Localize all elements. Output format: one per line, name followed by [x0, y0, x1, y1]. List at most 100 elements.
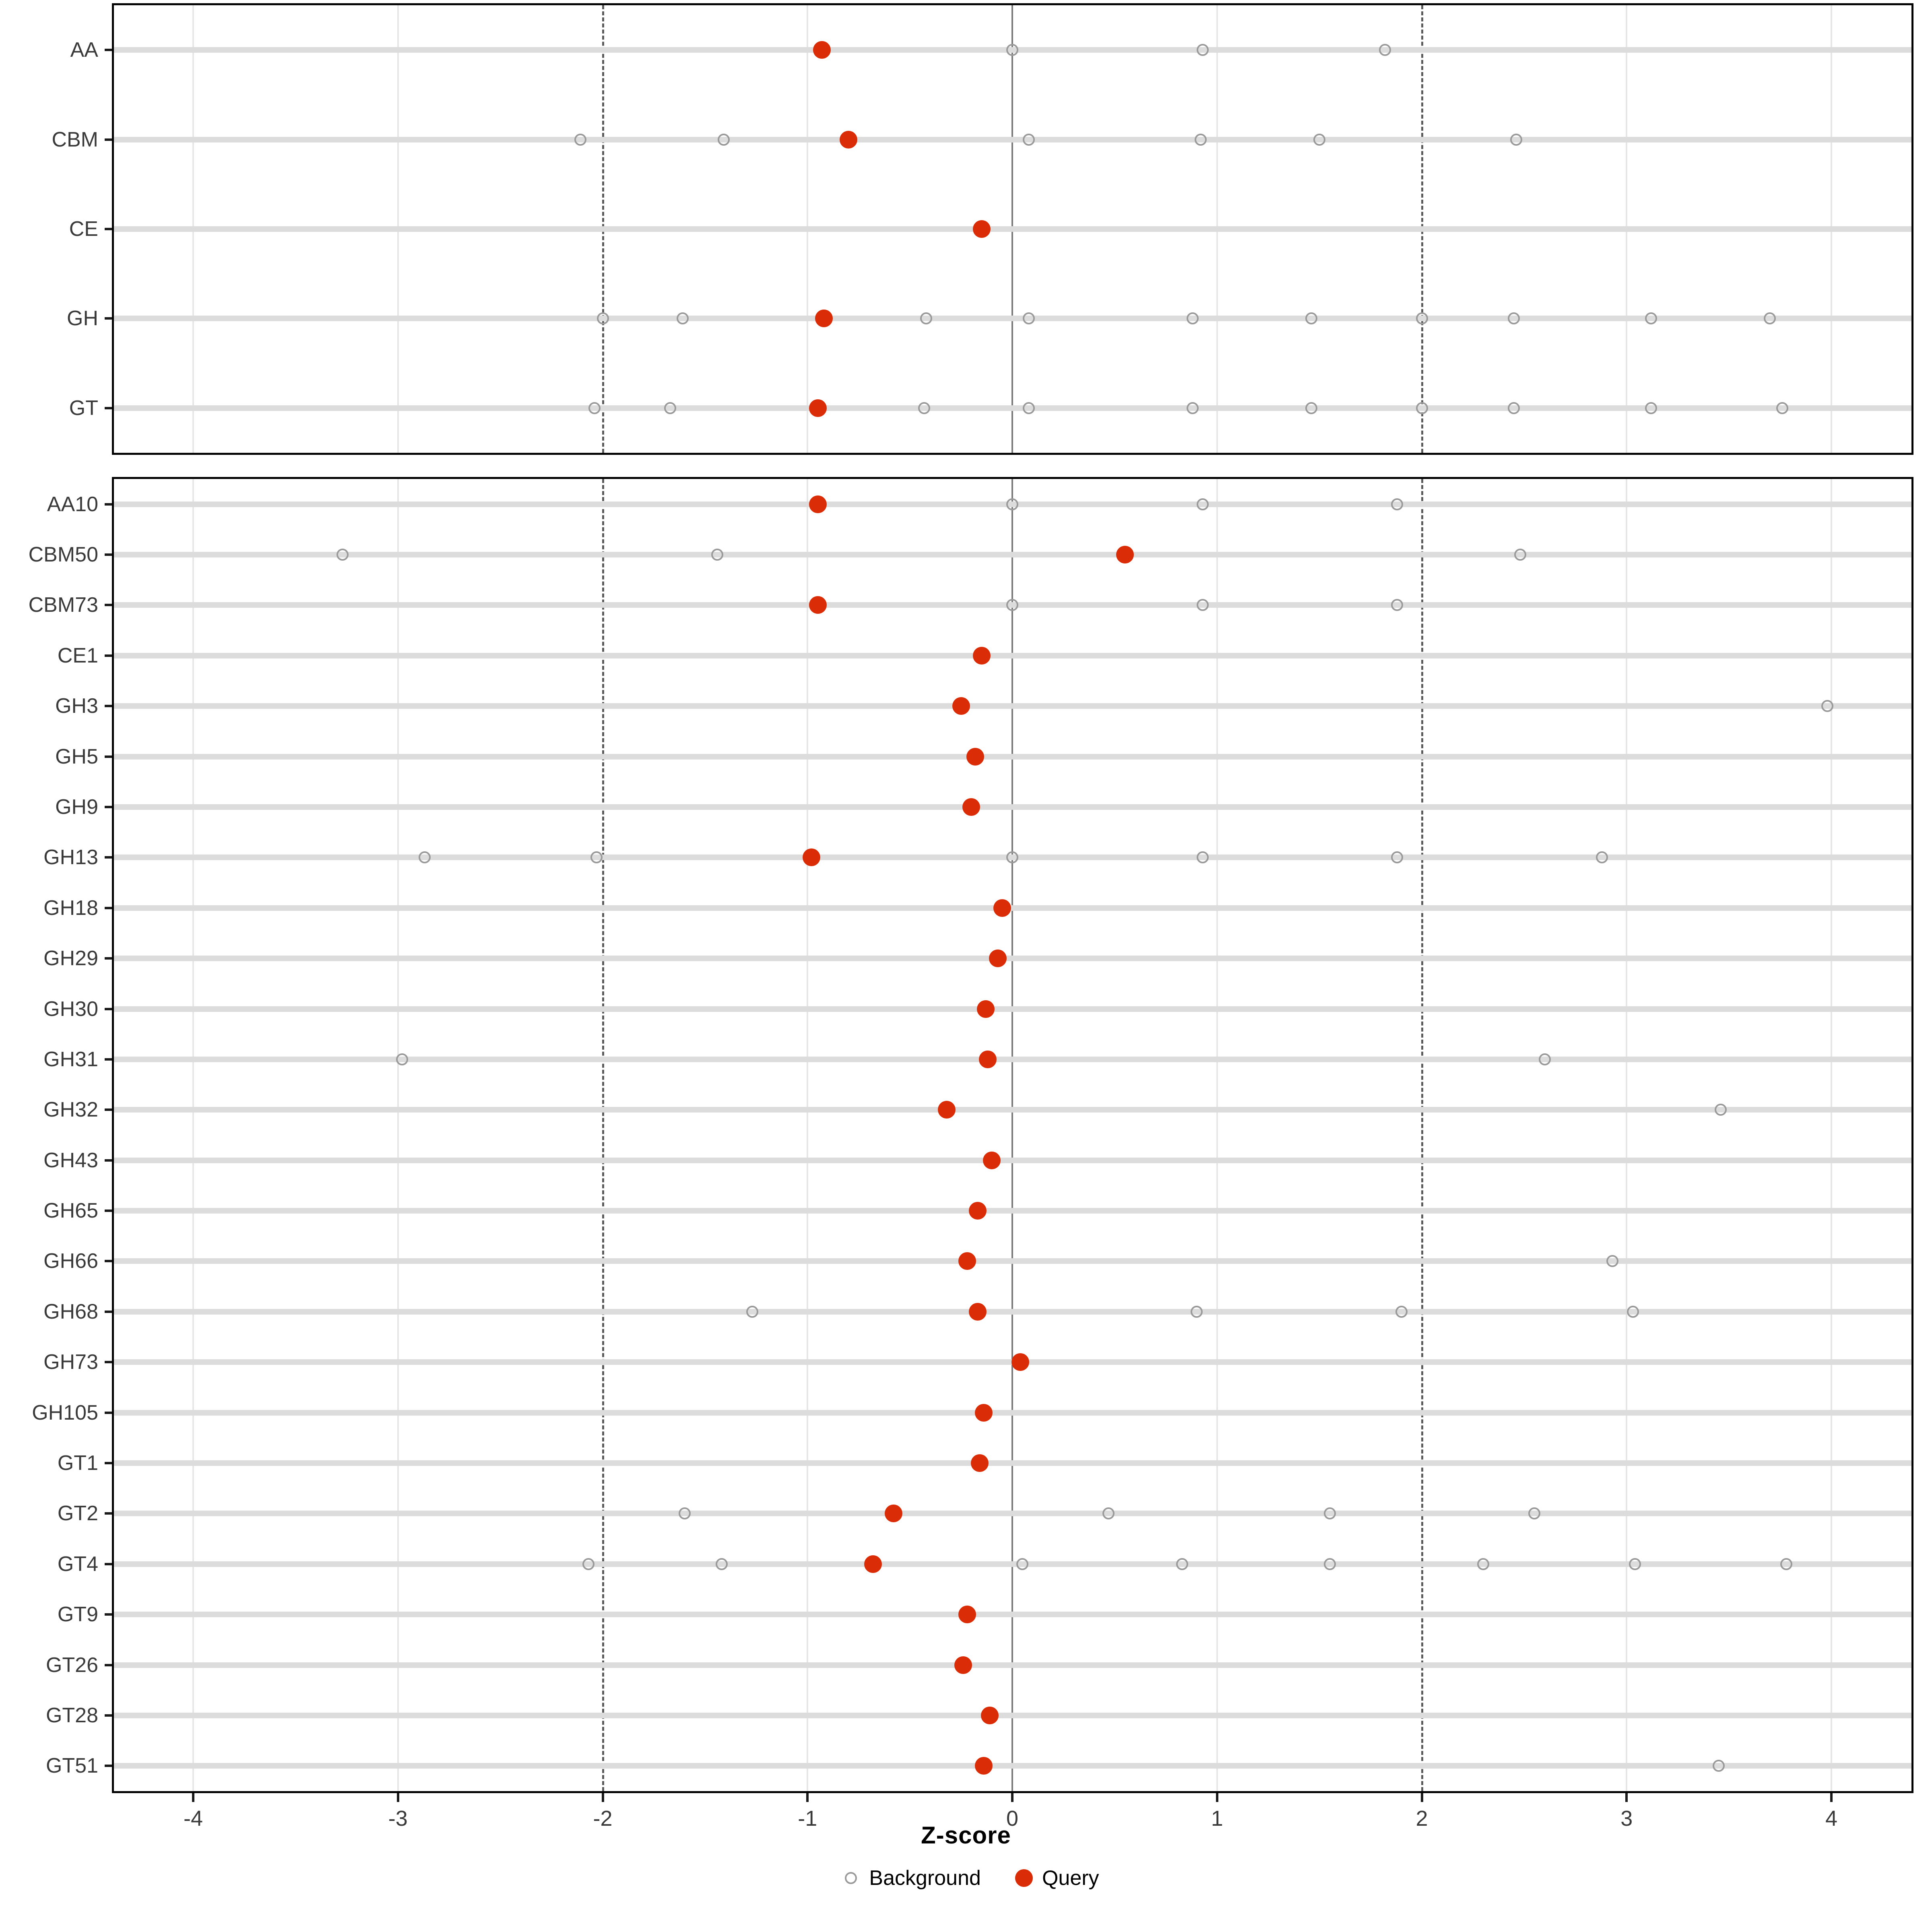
point-query-GT4-0[interactable]: [864, 1555, 882, 1573]
point-query-CBM73-0[interactable]: [809, 596, 827, 614]
point-background-GH13-4[interactable]: [1391, 851, 1404, 864]
point-background-GT-9[interactable]: [1776, 402, 1788, 414]
point-background-GH13-2[interactable]: [1006, 851, 1018, 864]
point-background-CBM50-2[interactable]: [1514, 549, 1526, 561]
point-background-GT-5[interactable]: [1305, 402, 1317, 414]
point-background-GT2-2[interactable]: [1323, 1507, 1336, 1520]
legend-item-query[interactable]: Query: [1006, 1867, 1099, 1889]
point-background-GH68-2[interactable]: [1395, 1305, 1408, 1318]
point-background-AA10-2[interactable]: [1391, 498, 1404, 510]
point-query-GT9-0[interactable]: [958, 1606, 976, 1624]
point-background-GT-2[interactable]: [918, 402, 931, 414]
point-query-GH68-0[interactable]: [968, 1302, 987, 1321]
point-background-CBM-5[interactable]: [1510, 133, 1522, 146]
point-query-AA-0[interactable]: [813, 41, 831, 59]
point-background-GT4-5[interactable]: [1477, 1558, 1490, 1570]
point-query-GH30-0[interactable]: [976, 1000, 995, 1018]
point-query-GH-0[interactable]: [815, 310, 833, 328]
point-background-GH13-3[interactable]: [1197, 851, 1209, 864]
point-query-GH5-0[interactable]: [966, 747, 985, 766]
point-background-GT2-0[interactable]: [679, 1507, 691, 1520]
point-background-GH3-0[interactable]: [1821, 700, 1833, 712]
point-background-GT-6[interactable]: [1416, 402, 1428, 414]
point-background-GH-2[interactable]: [920, 312, 933, 325]
point-query-GH29-0[interactable]: [989, 949, 1007, 968]
point-background-GH66-0[interactable]: [1606, 1255, 1618, 1267]
point-background-GH68-3[interactable]: [1627, 1305, 1639, 1318]
point-background-GT2-1[interactable]: [1102, 1507, 1115, 1520]
point-query-GH105-0[interactable]: [974, 1404, 993, 1422]
point-background-GH31-0[interactable]: [396, 1053, 408, 1065]
point-background-GH32-0[interactable]: [1715, 1104, 1727, 1116]
point-query-GH9-0[interactable]: [962, 798, 980, 816]
point-background-GT4-0[interactable]: [582, 1558, 594, 1570]
point-background-GT-0[interactable]: [588, 402, 601, 414]
point-background-GH-6[interactable]: [1416, 312, 1428, 325]
point-background-GT51-0[interactable]: [1713, 1760, 1725, 1772]
point-query-GH43-0[interactable]: [983, 1151, 1001, 1169]
point-background-GT4-2[interactable]: [1016, 1558, 1029, 1570]
point-background-AA10-0[interactable]: [1006, 498, 1018, 510]
point-query-GH3-0[interactable]: [952, 697, 970, 715]
point-background-GT-3[interactable]: [1022, 402, 1035, 414]
point-background-AA10-1[interactable]: [1197, 498, 1209, 510]
point-background-GH13-5[interactable]: [1596, 851, 1608, 864]
point-background-GT4-7[interactable]: [1780, 1558, 1793, 1570]
point-background-CBM50-1[interactable]: [711, 549, 724, 561]
point-background-AA-0[interactable]: [1006, 44, 1018, 56]
point-background-AA-2[interactable]: [1379, 44, 1391, 56]
point-query-AA10-0[interactable]: [809, 495, 827, 513]
point-background-CBM73-1[interactable]: [1197, 599, 1209, 611]
point-query-GH13-0[interactable]: [803, 848, 821, 867]
point-query-GH65-0[interactable]: [968, 1202, 987, 1220]
point-query-GT-0[interactable]: [809, 399, 827, 417]
point-background-GH31-1[interactable]: [1538, 1053, 1551, 1065]
point-background-CBM-4[interactable]: [1313, 133, 1326, 146]
point-background-CBM-0[interactable]: [574, 133, 586, 146]
point-query-GT1-0[interactable]: [970, 1454, 989, 1472]
point-query-GT2-0[interactable]: [884, 1505, 902, 1523]
point-background-CBM73-2[interactable]: [1391, 599, 1404, 611]
point-background-GH-8[interactable]: [1645, 312, 1657, 325]
point-query-CBM50-0[interactable]: [1116, 546, 1134, 564]
point-background-CBM73-0[interactable]: [1006, 599, 1018, 611]
point-background-GT2-3[interactable]: [1528, 1507, 1541, 1520]
point-query-GT28-0[interactable]: [981, 1706, 999, 1724]
point-background-GH-9[interactable]: [1764, 312, 1776, 325]
point-background-GH-4[interactable]: [1186, 312, 1199, 325]
point-background-CBM50-0[interactable]: [336, 549, 349, 561]
point-background-GH68-1[interactable]: [1190, 1305, 1203, 1318]
point-background-GH13-1[interactable]: [590, 851, 603, 864]
point-background-GH-7[interactable]: [1508, 312, 1520, 325]
point-background-GH68-0[interactable]: [746, 1305, 758, 1318]
point-query-GT26-0[interactable]: [954, 1656, 972, 1674]
point-query-GH31-0[interactable]: [978, 1050, 997, 1068]
point-query-CE-0[interactable]: [972, 220, 991, 238]
legend-item-background[interactable]: Background: [833, 1867, 981, 1889]
point-background-GH-1[interactable]: [676, 312, 689, 325]
point-background-GH-3[interactable]: [1022, 312, 1035, 325]
point-query-GH18-0[interactable]: [993, 899, 1011, 917]
point-background-GH13-0[interactable]: [418, 851, 431, 864]
point-background-GH-5[interactable]: [1305, 312, 1317, 325]
point-background-GT4-4[interactable]: [1323, 1558, 1336, 1570]
point-background-CBM-3[interactable]: [1195, 133, 1207, 146]
point-query-GH73-0[interactable]: [1011, 1353, 1030, 1371]
point-background-CBM-1[interactable]: [717, 133, 730, 146]
point-background-CBM-2[interactable]: [1022, 133, 1035, 146]
point-background-GT-1[interactable]: [664, 402, 677, 414]
point-background-GT-8[interactable]: [1645, 402, 1657, 414]
point-background-AA-1[interactable]: [1197, 44, 1209, 56]
point-query-CE1-0[interactable]: [972, 646, 991, 665]
point-background-GT-7[interactable]: [1508, 402, 1520, 414]
y-axis-label-CBM: CBM: [52, 128, 98, 151]
point-background-GT-4[interactable]: [1186, 402, 1199, 414]
point-query-GH66-0[interactable]: [958, 1252, 976, 1270]
point-background-GT4-3[interactable]: [1176, 1558, 1189, 1570]
point-query-GH32-0[interactable]: [938, 1101, 956, 1119]
point-query-CBM-0[interactable]: [840, 130, 857, 149]
point-background-GT4-1[interactable]: [715, 1558, 728, 1570]
point-query-GT51-0[interactable]: [974, 1757, 993, 1775]
point-background-GT4-6[interactable]: [1629, 1558, 1641, 1570]
point-background-GH-0[interactable]: [597, 312, 609, 325]
